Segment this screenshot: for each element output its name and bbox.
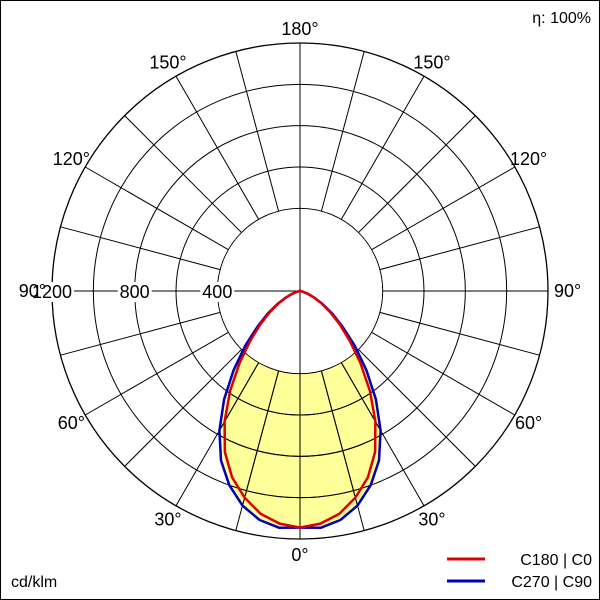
angle-label-30-right: 30°: [418, 510, 445, 530]
angle-label-30-left: 30°: [154, 510, 181, 530]
spoke-over-fill: [219, 362, 260, 507]
radial-tick-label-bg: [117, 282, 152, 302]
legend-label-c180-c0: C180 | C0: [520, 552, 592, 569]
angle-label-150-left: 150°: [149, 52, 186, 72]
angle-label-0: 0°: [291, 545, 308, 565]
angle-label-120-right: 120°: [510, 149, 547, 169]
radial-tick-label-400: 400: [202, 282, 232, 302]
spoke-over-fill: [340, 362, 381, 507]
radial-tick-label-bg: [200, 282, 235, 302]
series-curve-c180-c0: [223, 289, 377, 529]
radial-tick-label-bg: [29, 282, 75, 302]
angle-label-90-left: 90°: [19, 281, 46, 301]
angle-label-180: 180°: [281, 19, 318, 39]
legend-label-c270-c90: C270 | C90: [511, 574, 592, 591]
radial-tick-label-800: 800: [120, 282, 150, 302]
polar-labels: 400 800 1200 0° 30° 30° 60° 60° 90° 90° 120° 120° 15…: [19, 19, 581, 565]
legend: C180 | C0 C270 | C90: [447, 552, 592, 591]
spoke-over-fill: [320, 370, 365, 528]
angle-label-150-right: 150°: [413, 52, 450, 72]
angle-label-60-right: 60°: [515, 413, 542, 433]
spoke-over-fill: [235, 370, 280, 528]
angle-label-60-left: 60°: [58, 413, 85, 433]
efficiency-label: η: 100%: [532, 10, 591, 27]
angle-label-90-right: 90°: [554, 281, 581, 301]
series-curves: [218, 289, 382, 530]
radial-tick-label-1200: 1200: [32, 282, 72, 302]
angle-label-120-left: 120°: [53, 149, 90, 169]
unit-label: cd/klm: [11, 574, 57, 591]
